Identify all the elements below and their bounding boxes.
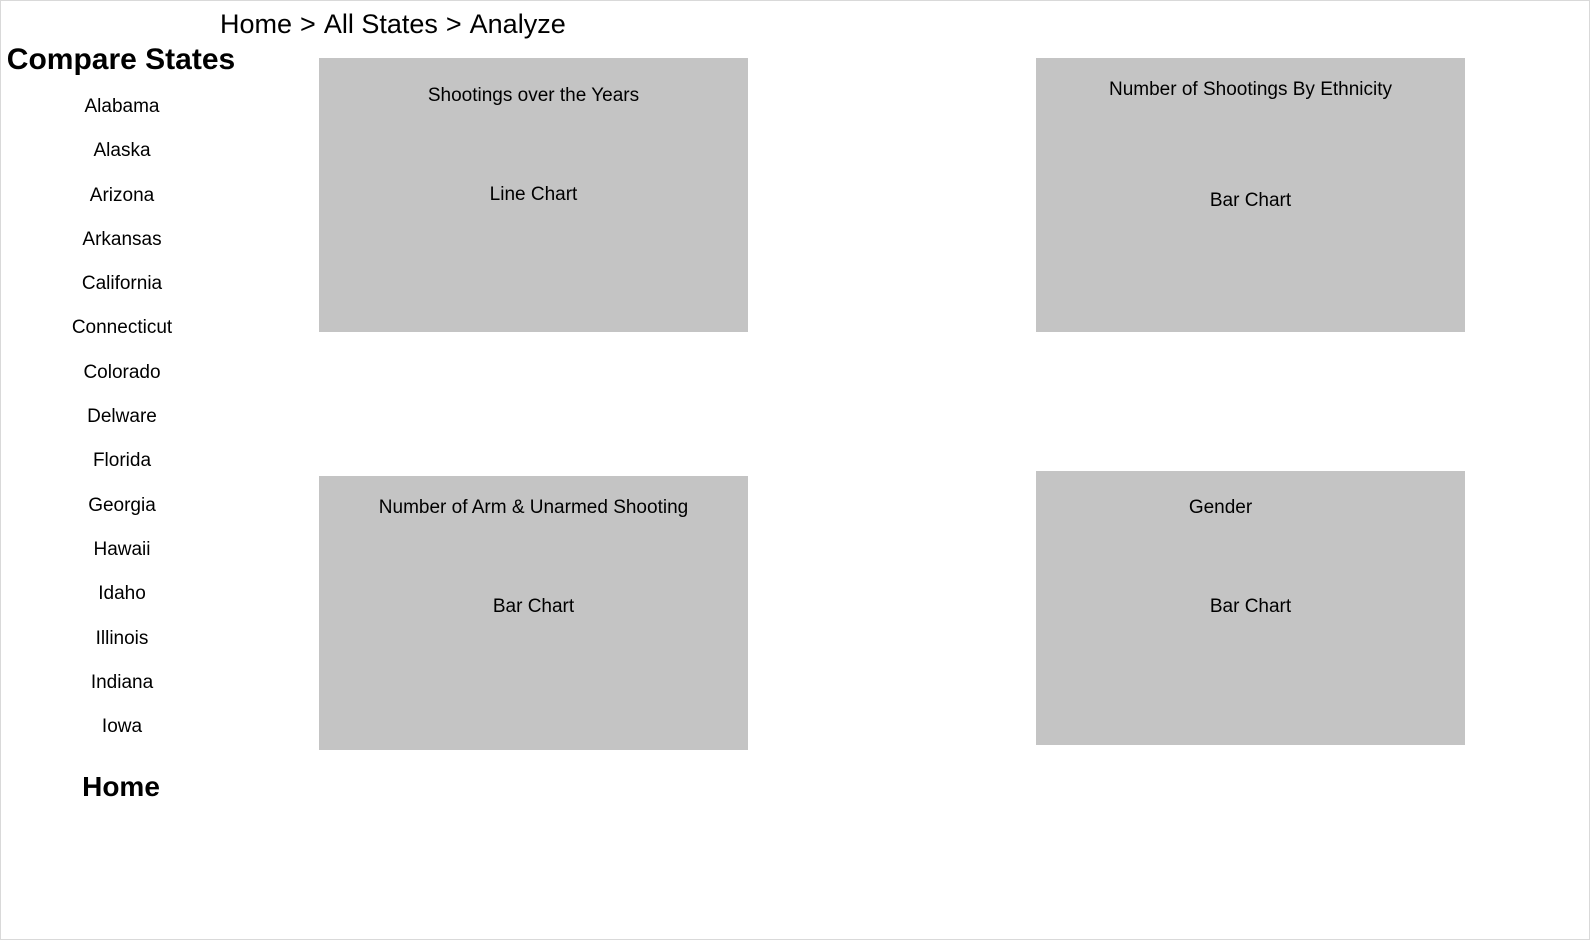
panel-title: Number of Shootings By Ethnicity (1108, 79, 1393, 100)
breadcrumb: Home > All States > Analyze (220, 8, 566, 40)
chart-placeholder-label: Line Chart (489, 184, 578, 205)
sidebar-title: Compare States (6, 43, 236, 76)
breadcrumb-all-states[interactable]: All States (323, 9, 438, 39)
home-link[interactable]: Home (82, 771, 160, 802)
panel-title: Shootings over the Years (427, 85, 640, 106)
state-item-idaho[interactable]: Idaho (98, 583, 146, 605)
panel-title: Gender (1188, 497, 1253, 518)
chart-placeholder-label: Bar Chart (492, 596, 575, 617)
panel-title: Number of Arm & Unarmed Shooting (378, 497, 689, 518)
chart-panel-gender: Gender Bar Chart (1036, 471, 1465, 745)
state-item-alabama[interactable]: Alabama (84, 96, 160, 117)
chart-panel-shootings-over-years: Shootings over the Years Line Chart (319, 58, 748, 332)
state-item-alaska[interactable]: Alaska (93, 140, 151, 162)
breadcrumb-separator: > (300, 9, 316, 39)
state-item-colorado[interactable]: Colorado (83, 361, 161, 383)
state-item-illinois[interactable]: Illinois (95, 627, 149, 649)
state-item-iowa[interactable]: Iowa (101, 716, 143, 738)
state-item-arkansas[interactable]: Arkansas (82, 228, 162, 250)
state-list: Alabama Alaska Arizona Arkansas Californ… (22, 90, 222, 754)
state-item-delware[interactable]: Delware (87, 406, 157, 428)
state-item-georgia[interactable]: Georgia (88, 494, 156, 516)
breadcrumb-home[interactable]: Home (220, 9, 293, 39)
breadcrumb-separator: > (445, 9, 462, 39)
chart-panel-armed-unarmed: Number of Arm & Unarmed Shooting Bar Cha… (319, 476, 748, 750)
chart-placeholder-label: Bar Chart (1209, 190, 1292, 211)
state-item-connecticut[interactable]: Connecticut (71, 317, 173, 339)
state-item-indiana[interactable]: Indiana (90, 671, 154, 693)
breadcrumb-analyze: Analyze (469, 9, 566, 39)
state-item-california[interactable]: California (81, 273, 163, 295)
state-item-arizona[interactable]: Arizona (89, 184, 155, 206)
state-item-hawaii[interactable]: Hawaii (93, 538, 151, 560)
chart-placeholder-label: Bar Chart (1209, 596, 1292, 617)
state-item-florida[interactable]: Florida (92, 450, 152, 472)
chart-panel-shootings-by-ethnicity: Number of Shootings By Ethnicity Bar Cha… (1036, 58, 1465, 332)
